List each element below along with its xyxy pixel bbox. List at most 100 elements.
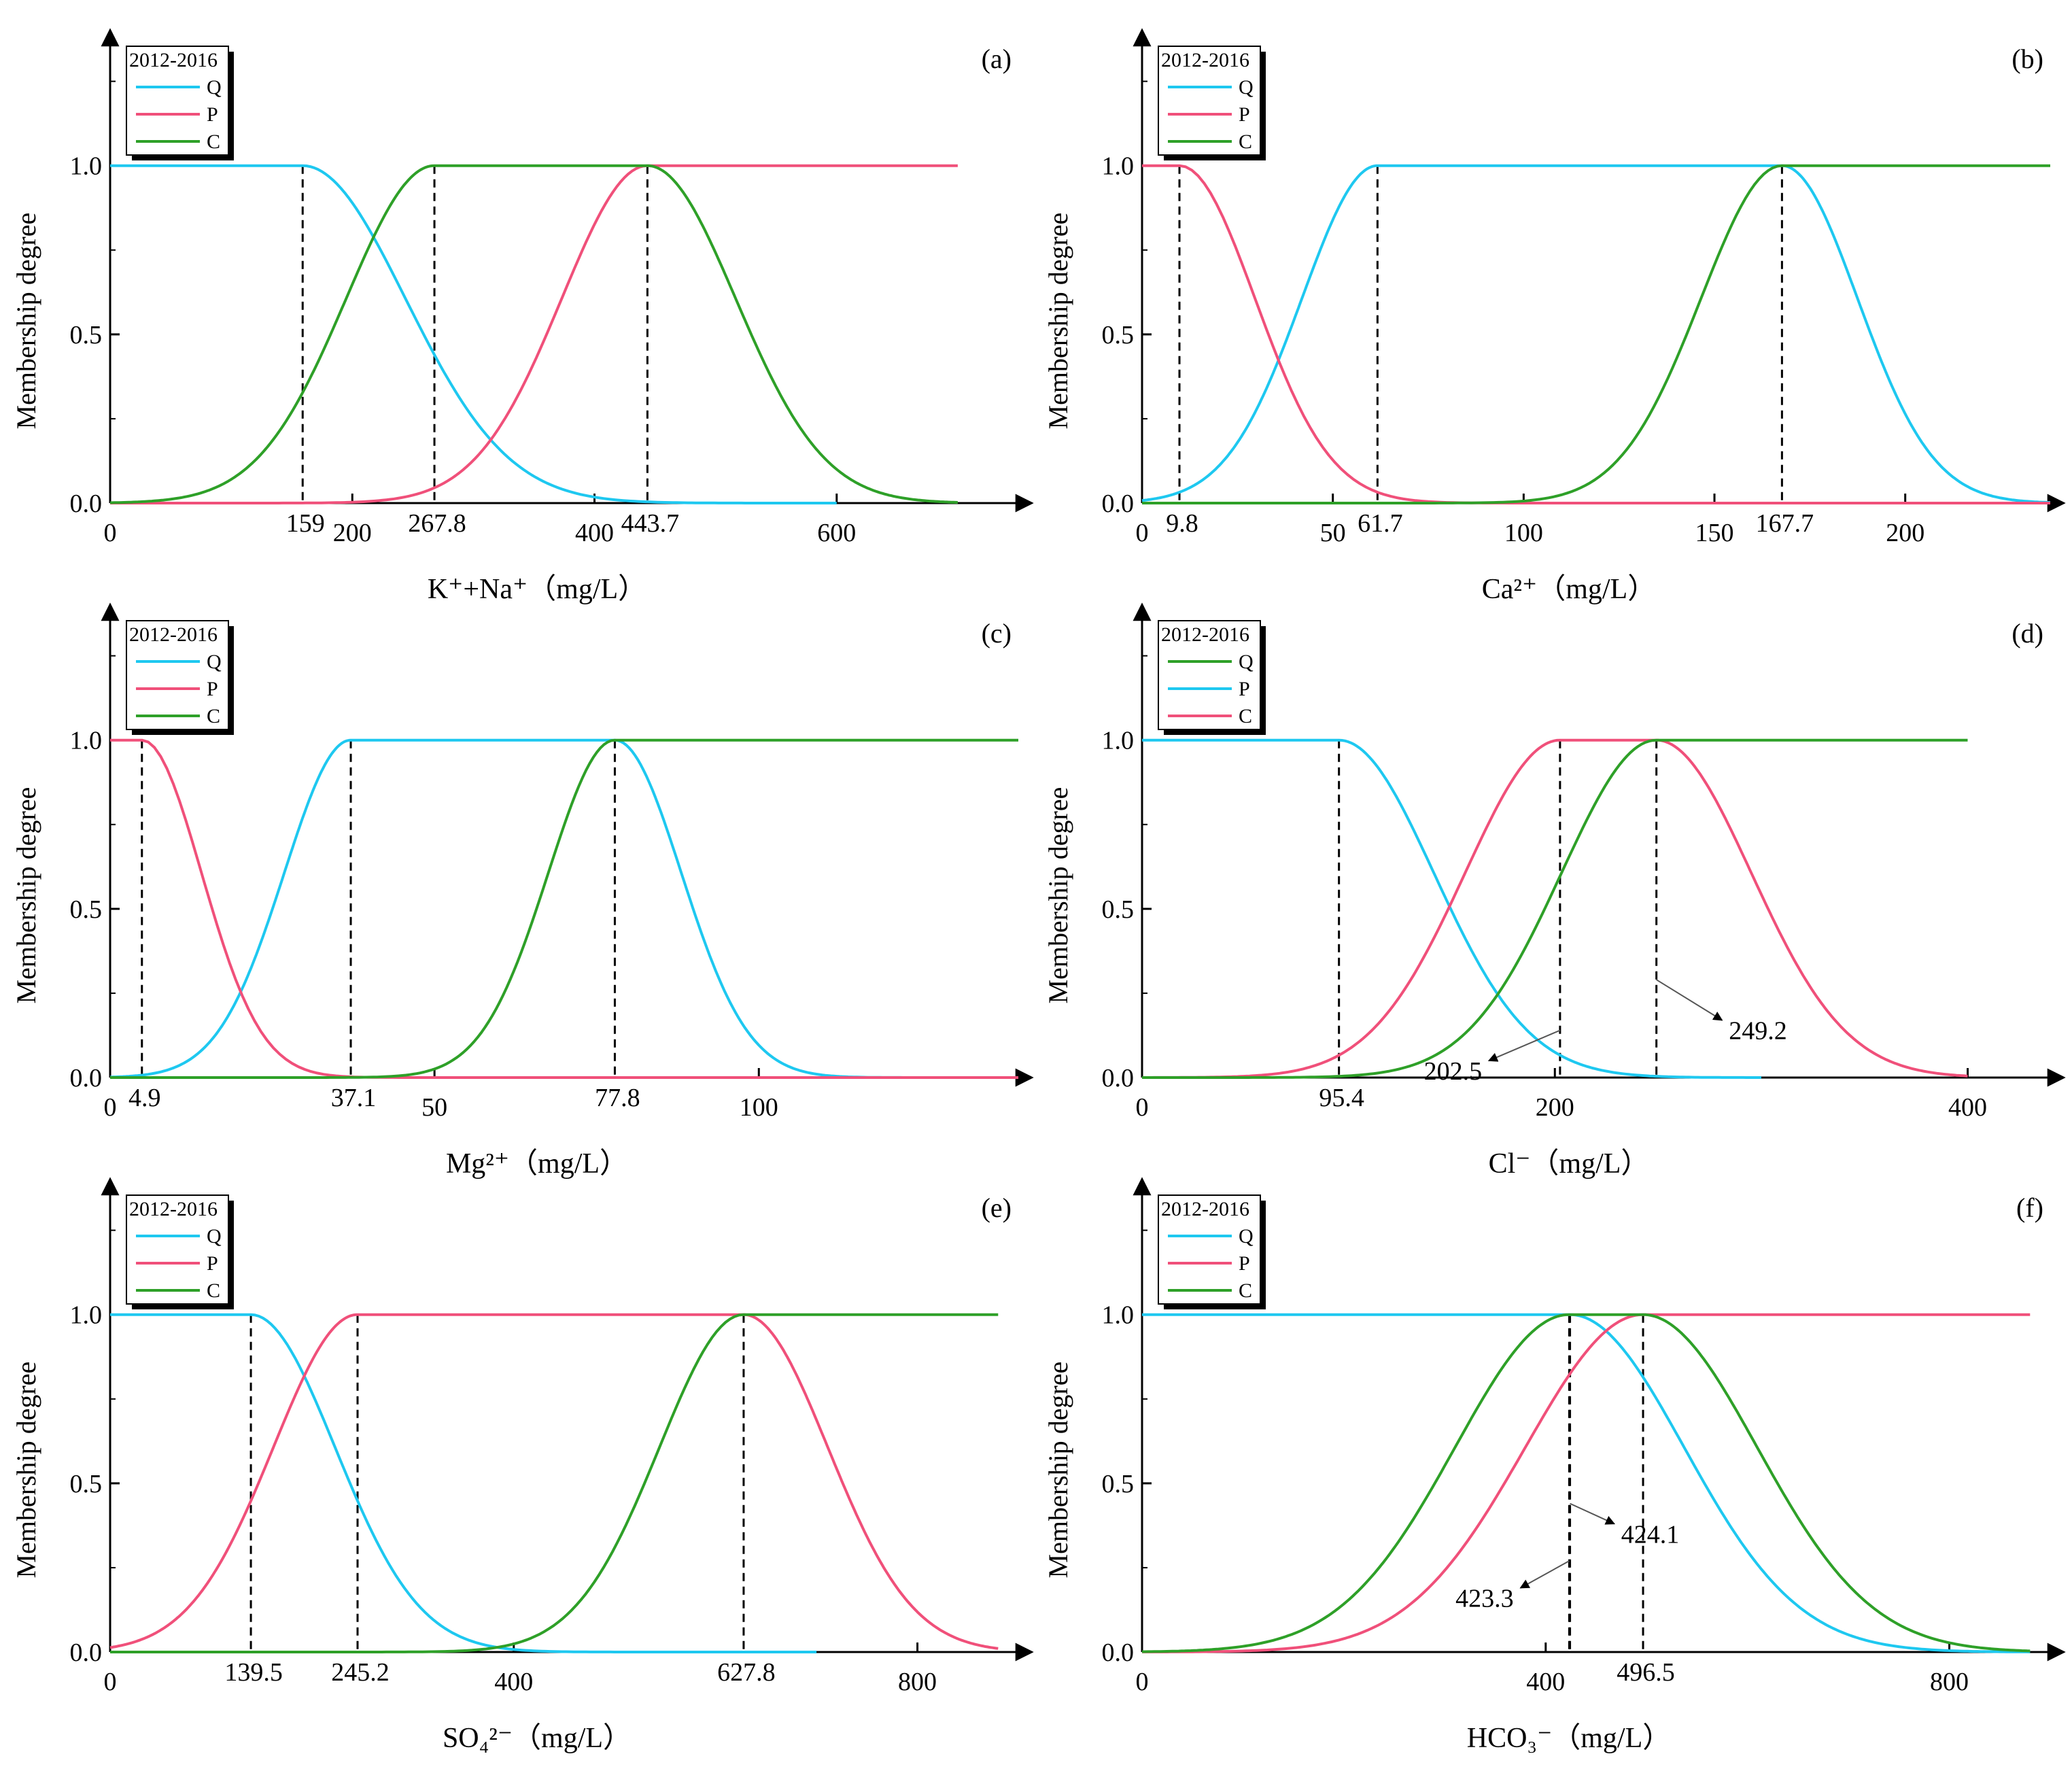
panel-label: (f) [2016,1192,2043,1223]
threshold-label: 37.1 [331,1084,377,1112]
legend-box [126,1194,229,1305]
legend: 2012-2016 QPC [126,46,234,160]
x-tick-label: 200 [1536,1093,1574,1122]
y-tick-label: 1.0 [70,1301,103,1330]
x-axis-label: Cl⁻（mg/L） [1489,1148,1650,1180]
y-tick-label: 0.5 [70,321,103,349]
y-axis-label: Membership degree [1043,787,1073,1004]
panel-d: 0.0 0.5 1.0 0 200 400 95.4 202.5 249.2 (d) Members… [1043,602,2066,1180]
series-line-p [109,1313,999,1650]
legend: 2012-2016 QPC [1158,46,1266,160]
x-tick-label: 200 [1886,519,1924,547]
x-tick-label: 400 [575,519,614,547]
threshold-label: 496.5 [1617,1658,1675,1687]
annotation-label: 424.1 [1621,1520,1680,1549]
y-tick-label: 1.0 [1102,1301,1135,1330]
y-tick-label: 0.5 [1102,895,1135,924]
threshold-label: 95.4 [1319,1084,1364,1112]
panel-a: 0.0 0.5 1.0 0 200 400 600 159 267.8 443.7 (a) Membe… [11,28,1034,605]
threshold-label: 61.7 [1358,509,1403,538]
annotation-arrow [1487,1029,1561,1062]
panel-f: 0.0 0.5 1.0 0 400 800 496.5 424.1 423.3 (f) Member… [1043,1177,2066,1754]
threshold-label: 245.2 [331,1658,390,1687]
y-tick-label: 1.0 [70,727,103,755]
y-axis-label: Membership degree [11,213,41,430]
x-tick-label: 0 [104,519,117,547]
legend-box [126,46,229,156]
panel-label: (b) [2011,44,2043,74]
x-tick-label: 400 [1948,1093,1987,1122]
y-tick-label: 0.0 [1102,489,1135,518]
threshold-label: 159 [286,509,325,538]
x-tick-label: 800 [898,1668,937,1696]
annotation-arrow [1656,979,1723,1021]
legend-item-label: P [1239,1252,1250,1275]
x-tick-label: 800 [1930,1668,1969,1696]
legend-item-label: P [207,1252,218,1275]
y-tick-label: 0.0 [1102,1064,1135,1093]
x-tick-label: 0 [1136,519,1149,547]
threshold-label: 9.8 [1166,509,1198,538]
y-tick-label: 0.5 [1102,321,1135,349]
legend-item-label: Q [1239,651,1254,673]
x-tick-label: 0 [104,1668,117,1696]
threshold-label: 627.8 [717,1658,776,1687]
series-line-p [109,738,1018,1079]
axes [1133,28,2066,513]
series-line-c [110,1313,999,1653]
series-line-p [1141,164,2050,504]
legend-item-label: C [207,131,220,153]
panel-label: (a) [982,44,1012,74]
threshold-label: 77.8 [595,1084,640,1112]
annotation-label: 423.3 [1455,1585,1514,1613]
series-line-p [110,164,958,504]
series-line-p [1142,1313,2031,1653]
legend-item-label: Q [207,76,222,99]
x-tick-label: 200 [333,519,372,547]
y-tick-label: 0.0 [70,489,103,518]
series-line-c [1142,164,2050,504]
x-tick-label: 50 [421,1093,447,1122]
legend-title: 2012-2016 [129,1198,218,1220]
legend-box [126,620,229,730]
series-line-q [109,1313,817,1653]
panel-b: 0.0 0.5 1.0 0 50 100 150 200 9.8 61.7 167.7 (b) Memb… [1043,28,2066,605]
x-tick-label: 0 [1136,1668,1149,1696]
threshold-label: 4.9 [128,1084,161,1112]
legend-box [1158,1194,1261,1305]
legend-item-label: Q [1239,1225,1254,1248]
series-line-c [110,164,958,504]
x-tick-label: 150 [1695,519,1734,547]
y-axis-label: Membership degree [1043,1362,1073,1579]
x-axis-label: SO₄²⁻（mg/L） [443,1723,632,1754]
legend-item-label: C [207,1279,220,1302]
panel-label: (d) [2011,618,2043,649]
series-line-q [110,164,837,504]
y-tick-label: 1.0 [70,152,103,181]
legend-title: 2012-2016 [129,623,218,646]
series-line-q [1142,1313,2031,1653]
legend-item-label: P [207,103,218,126]
legend: 2012-2016 QPC [126,620,234,735]
x-tick-label: 400 [494,1668,533,1696]
legend-item-label: C [1239,1279,1252,1302]
y-tick-label: 0.0 [70,1064,103,1093]
annotation-arrow [1570,1502,1615,1525]
annotation-label: 249.2 [1729,1017,1787,1046]
legend-box [1158,620,1261,730]
series-line-q [1141,164,2051,504]
legend-item-label: P [1239,103,1250,126]
legend-title: 2012-2016 [1161,623,1249,646]
panel-c: 0.0 0.5 1.0 0 50 100 4.9 37.1 77.8 (c) Membership … [11,602,1034,1180]
x-tick-label: 50 [1320,519,1346,547]
y-tick-label: 0.0 [70,1638,103,1667]
legend-item-label: P [1239,678,1250,700]
legend-item-label: C [1239,131,1252,153]
y-tick-label: 0.5 [70,1470,103,1498]
y-axis-label: Membership degree [11,1362,41,1579]
annotation-label: 202.5 [1424,1057,1483,1086]
y-tick-label: 0.5 [70,895,103,924]
legend: 2012-2016 QPC [1158,1194,1266,1309]
